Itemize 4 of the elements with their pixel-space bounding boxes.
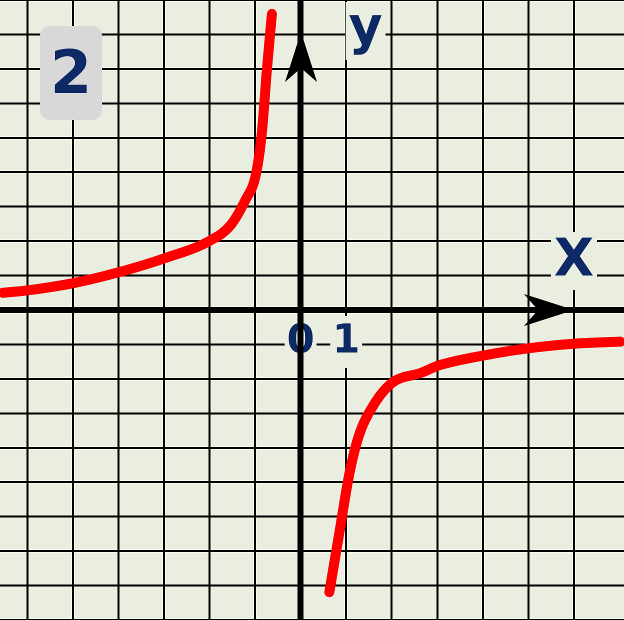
annotation: 2 (40, 26, 102, 120)
x-tick-label: 1 (332, 316, 360, 362)
y-axis-title: y (348, 0, 383, 57)
x-axis-title: X (554, 228, 594, 289)
